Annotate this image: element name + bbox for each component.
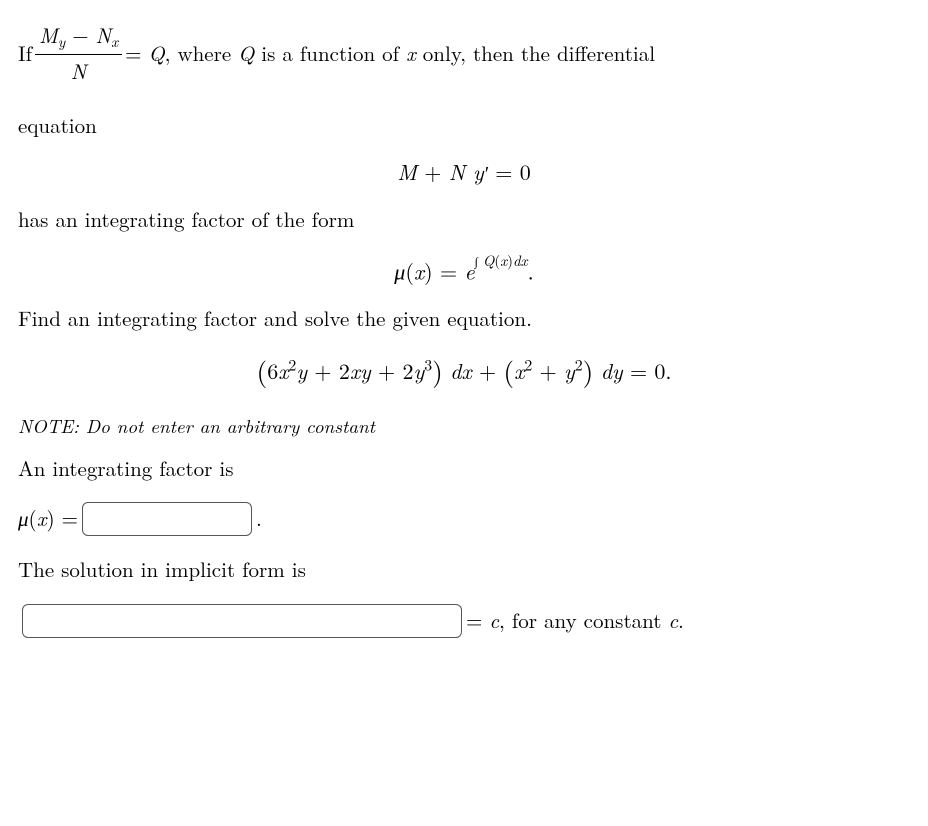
text-equation-word: equation [18, 110, 910, 142]
equation-mu-formula: μ(x) = e∫ Q(x)dx. [18, 250, 910, 287]
text-find-and-solve: Find an integrating factor and solve the… [18, 303, 910, 335]
equation-M-plus-Ny-prime: M + N y′ = 0 [18, 155, 910, 188]
period-after-mu: . [256, 503, 262, 535]
text-an-integrating-factor: An integrating factor is [18, 453, 910, 485]
text-if: If [18, 38, 32, 70]
text-line1-post: = Q, where Q is a function of x only, th… [125, 38, 655, 70]
solution-answer-row: = c, for any constant c. [18, 604, 910, 638]
mu-input[interactable] [82, 502, 252, 536]
mu-answer-row: μ(x) = . [18, 502, 910, 536]
note-text: NOTE: Do not enter an arbitrary constant [18, 412, 910, 441]
text-has-integrating-factor: has an integrating factor of the form [18, 204, 910, 236]
mu-label: μ(x) = [18, 503, 78, 535]
equation-given-ode: (6x2y + 2xy + 2y3) dx + (x2 + y2) dy = 0… [18, 349, 910, 390]
text-solution-implicit: The solution in implicit form is [18, 554, 910, 586]
fraction-denominator: N [35, 55, 122, 88]
solution-tail: = c, for any constant c. [466, 605, 684, 637]
fraction-numerator: My − Nx [35, 20, 122, 55]
solution-input[interactable] [22, 604, 462, 638]
intro-line-1: If My − Nx N = Q, where Q is a function … [18, 20, 655, 88]
fraction-My-Nx-over-N: My − Nx N [35, 20, 122, 88]
